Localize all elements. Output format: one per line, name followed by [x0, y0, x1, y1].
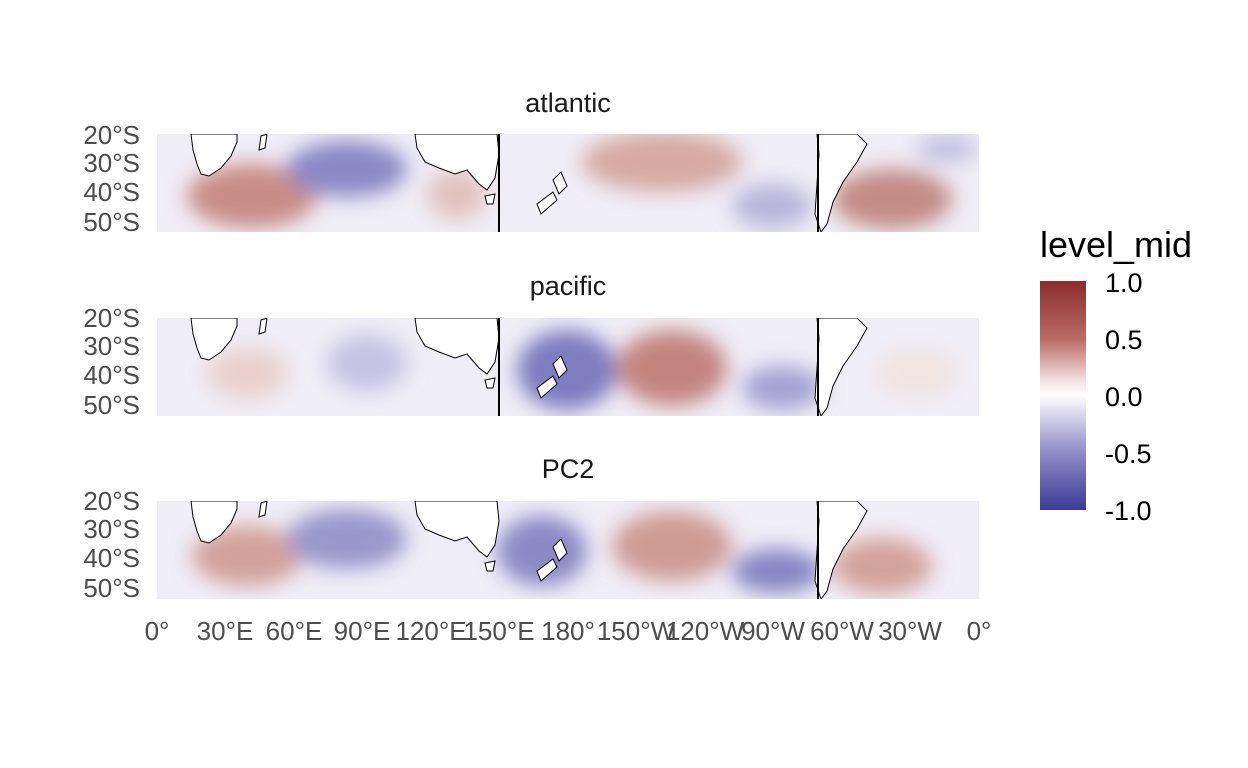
x-tick-label: 120°W	[665, 616, 745, 646]
legend-title: level_mid	[1040, 224, 1193, 265]
x-tick-label: 30°W	[878, 616, 942, 646]
legend-label: 0.5	[1105, 325, 1143, 355]
x-tick-label: 150°W	[596, 616, 676, 646]
y-tick-label: 40°S	[83, 360, 140, 390]
x-tick-label: 150°E	[463, 616, 535, 646]
y-tick-label: 50°S	[83, 390, 140, 420]
y-tick-label: 40°S	[83, 543, 140, 573]
legend-label: 0.0	[1105, 382, 1143, 412]
y-tick-label: 40°S	[83, 177, 140, 207]
panel-title-pc2: PC2	[541, 454, 595, 484]
y-tick-label: 20°S	[83, 303, 140, 333]
x-tick-label: 30°E	[196, 616, 254, 646]
x-tick-label: 60°E	[265, 616, 323, 646]
y-tick-label: 30°S	[83, 331, 140, 361]
panel-title-pacific: pacific	[529, 271, 607, 301]
map-panel-atlantic	[157, 134, 979, 232]
x-tick-label: 120°E	[395, 616, 467, 646]
y-tick-label: 50°S	[83, 573, 140, 603]
x-tick-label: 90°E	[333, 616, 391, 646]
legend-colorbar	[1040, 281, 1086, 510]
legend-label: -1.0	[1105, 496, 1152, 526]
map-panel-pc2	[157, 501, 979, 599]
y-tick-label: 20°S	[83, 486, 140, 516]
x-tick-label: 0°	[144, 616, 170, 646]
y-tick-label: 50°S	[83, 207, 140, 237]
y-tick-label: 30°S	[83, 148, 140, 178]
y-tick-label: 30°S	[83, 514, 140, 544]
x-tick-label: 90°W	[741, 616, 805, 646]
x-tick-label: 60°W	[810, 616, 874, 646]
y-tick-label: 20°S	[83, 120, 140, 150]
x-tick-label: 180°	[541, 616, 595, 646]
legend-label: 1.0	[1105, 268, 1143, 298]
x-tick-label: 0°	[966, 616, 992, 646]
legend-label: -0.5	[1105, 439, 1152, 469]
map-panel-pacific	[157, 318, 979, 416]
panel-title-atlantic: atlantic	[525, 88, 611, 118]
